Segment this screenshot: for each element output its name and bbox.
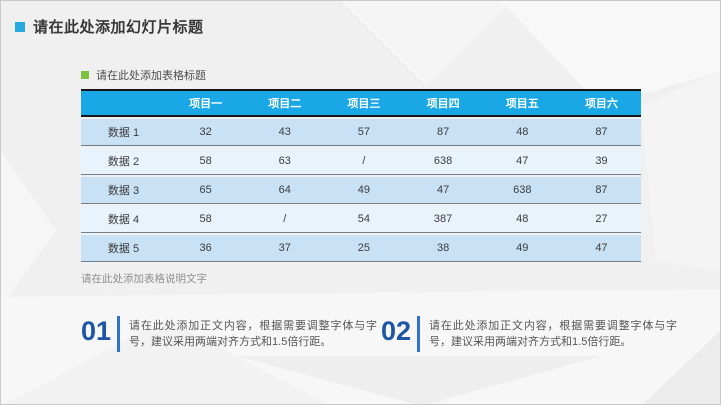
column-header: 项目六 xyxy=(584,98,618,110)
column-header: 项目一 xyxy=(189,98,223,110)
note-number: 01 xyxy=(81,316,112,346)
row-label: 数据 3 xyxy=(107,185,140,197)
table-cell: 87 xyxy=(595,126,608,138)
table-row: 数据 2 58 63 / 638 47 39 xyxy=(81,148,641,175)
row-label: 数据 1 xyxy=(107,127,140,139)
table-cell: 43 xyxy=(278,126,291,138)
table-cell: 37 xyxy=(278,242,291,254)
table-header-row: 项目一 项目二 项目三 项目四 项目五 项目六 xyxy=(81,89,641,117)
note-text: 请在此处添加正文内容，根据需要调整字体与字号，建议采用两端对齐方式和1.5倍行距… xyxy=(129,320,378,348)
table-row: 数据 4 58 / 54 387 48 27 xyxy=(81,206,641,233)
table-cell: 63 xyxy=(278,155,291,167)
table-cell: 38 xyxy=(436,242,450,254)
table-cell: 49 xyxy=(357,184,371,196)
note-divider xyxy=(417,316,421,352)
table-cell: 27 xyxy=(595,213,608,225)
data-table: 项目一 项目二 项目三 项目四 项目五 项目六 数据 1 32 43 57 87… xyxy=(81,89,641,262)
table-cell: 48 xyxy=(516,213,529,225)
table-cell: 47 xyxy=(595,242,608,254)
table-cell: 49 xyxy=(516,242,529,254)
table-cell: 47 xyxy=(516,155,529,167)
slide-title-row: 请在此处添加幻灯片标题 xyxy=(15,16,204,37)
column-header: 项目二 xyxy=(268,98,302,110)
column-header: 项目四 xyxy=(426,98,460,110)
table-cell: 32 xyxy=(199,126,212,138)
table-cell: 39 xyxy=(595,155,608,167)
table-note: 请在此处添加表格说明文字 xyxy=(81,273,207,285)
table-cell: / xyxy=(362,155,366,167)
row-label: 数据 2 xyxy=(107,156,140,168)
title-bullet-icon xyxy=(15,21,25,32)
table-cell: 64 xyxy=(278,184,291,196)
table-cell: 25 xyxy=(357,242,371,254)
table-row: 数据 1 32 43 57 87 48 87 xyxy=(81,119,641,146)
table-cell: 87 xyxy=(595,184,608,196)
table-row: 数据 3 65 64 49 47 638 87 xyxy=(81,177,641,204)
table-title-row: 请在此处添加表格标题 xyxy=(81,67,206,83)
table-cell: 65 xyxy=(199,184,212,196)
table-cell: 36 xyxy=(199,242,212,254)
table-cell: 87 xyxy=(436,126,450,138)
column-header: 项目五 xyxy=(505,98,539,110)
table-cell: 638 xyxy=(433,155,453,167)
table-cell: / xyxy=(283,213,287,225)
row-label: 数据 4 xyxy=(107,214,140,226)
note-number: 02 xyxy=(381,316,412,346)
note-divider xyxy=(117,316,121,352)
note-block-02: 02 请在此处添加正文内容，根据需要调整字体与字号，建议采用两端对齐方式和1.5… xyxy=(381,316,677,352)
note-text: 请在此处添加正文内容，根据需要调整字体与字号，建议采用两端对齐方式和1.5倍行距… xyxy=(429,320,678,348)
note-block-01: 01 请在此处添加正文内容，根据需要调整字体与字号，建议采用两端对齐方式和1.5… xyxy=(81,316,377,352)
table-cell: 47 xyxy=(436,184,450,196)
table-cell: 638 xyxy=(513,184,532,196)
table-cell: 54 xyxy=(357,213,371,225)
table-cell: 387 xyxy=(433,213,453,225)
column-header: 项目三 xyxy=(347,98,381,110)
table-cell: 58 xyxy=(199,213,212,225)
table-cell: 48 xyxy=(516,126,529,138)
row-label: 数据 5 xyxy=(107,243,140,255)
table-title-bullet-icon xyxy=(81,71,89,79)
slide-title: 请在此处添加幻灯片标题 xyxy=(33,19,204,36)
table-cell: 57 xyxy=(357,126,371,138)
table-row: 数据 5 36 37 25 38 49 47 xyxy=(81,235,641,262)
table-cell: 58 xyxy=(199,155,212,167)
table-title: 请在此处添加表格标题 xyxy=(96,70,206,82)
